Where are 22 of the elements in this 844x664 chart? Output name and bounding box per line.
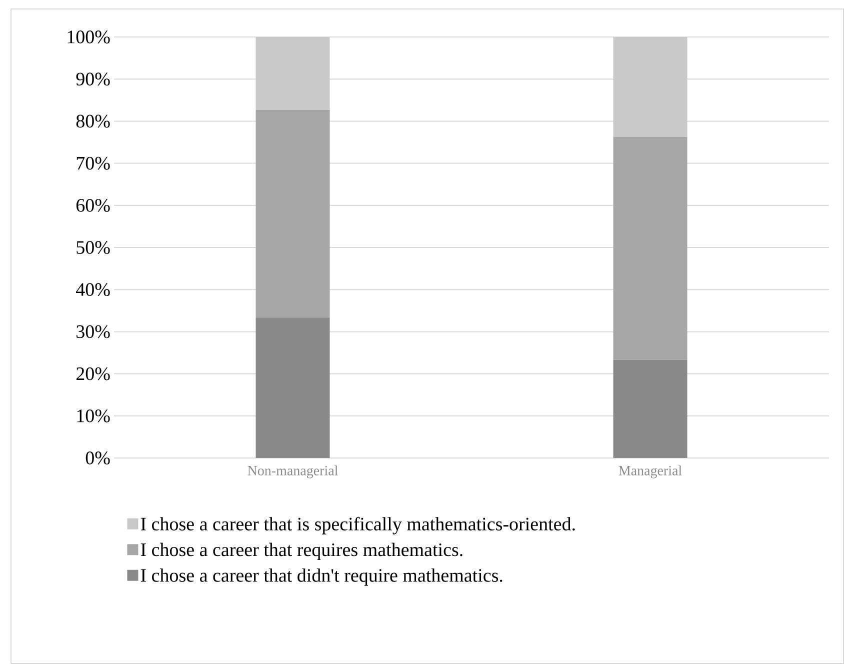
bar (613, 360, 688, 458)
y-tick-label: 20% (76, 367, 110, 380)
legend-label: I chose a career that requires mathematics. (140, 542, 462, 560)
bar (256, 110, 330, 318)
bar (613, 36, 688, 137)
y-tick-label: 70% (76, 156, 110, 170)
legend-label: I chose a career that didn't require mathematics. (140, 568, 502, 586)
y-tick-label: 100% (68, 30, 110, 44)
bar (256, 317, 330, 458)
y-tick-label: 60% (76, 198, 110, 212)
y-tick-label: 90% (76, 72, 110, 86)
legend-label: I chose a career that is specifically mathematics-oriented. (140, 516, 575, 534)
y-tick-label: 50% (76, 241, 110, 254)
bar (613, 136, 688, 360)
y-tick-label: 40% (76, 283, 110, 296)
bar (256, 36, 330, 110)
y-tick-label: 80% (76, 114, 110, 128)
y-tick-label: 0% (86, 452, 110, 464)
y-tick-label: 30% (76, 325, 110, 338)
x-tick-label: Non-managerial (248, 466, 338, 478)
x-tick-label: Managerial (618, 466, 682, 478)
y-tick-label: 10% (77, 409, 110, 422)
